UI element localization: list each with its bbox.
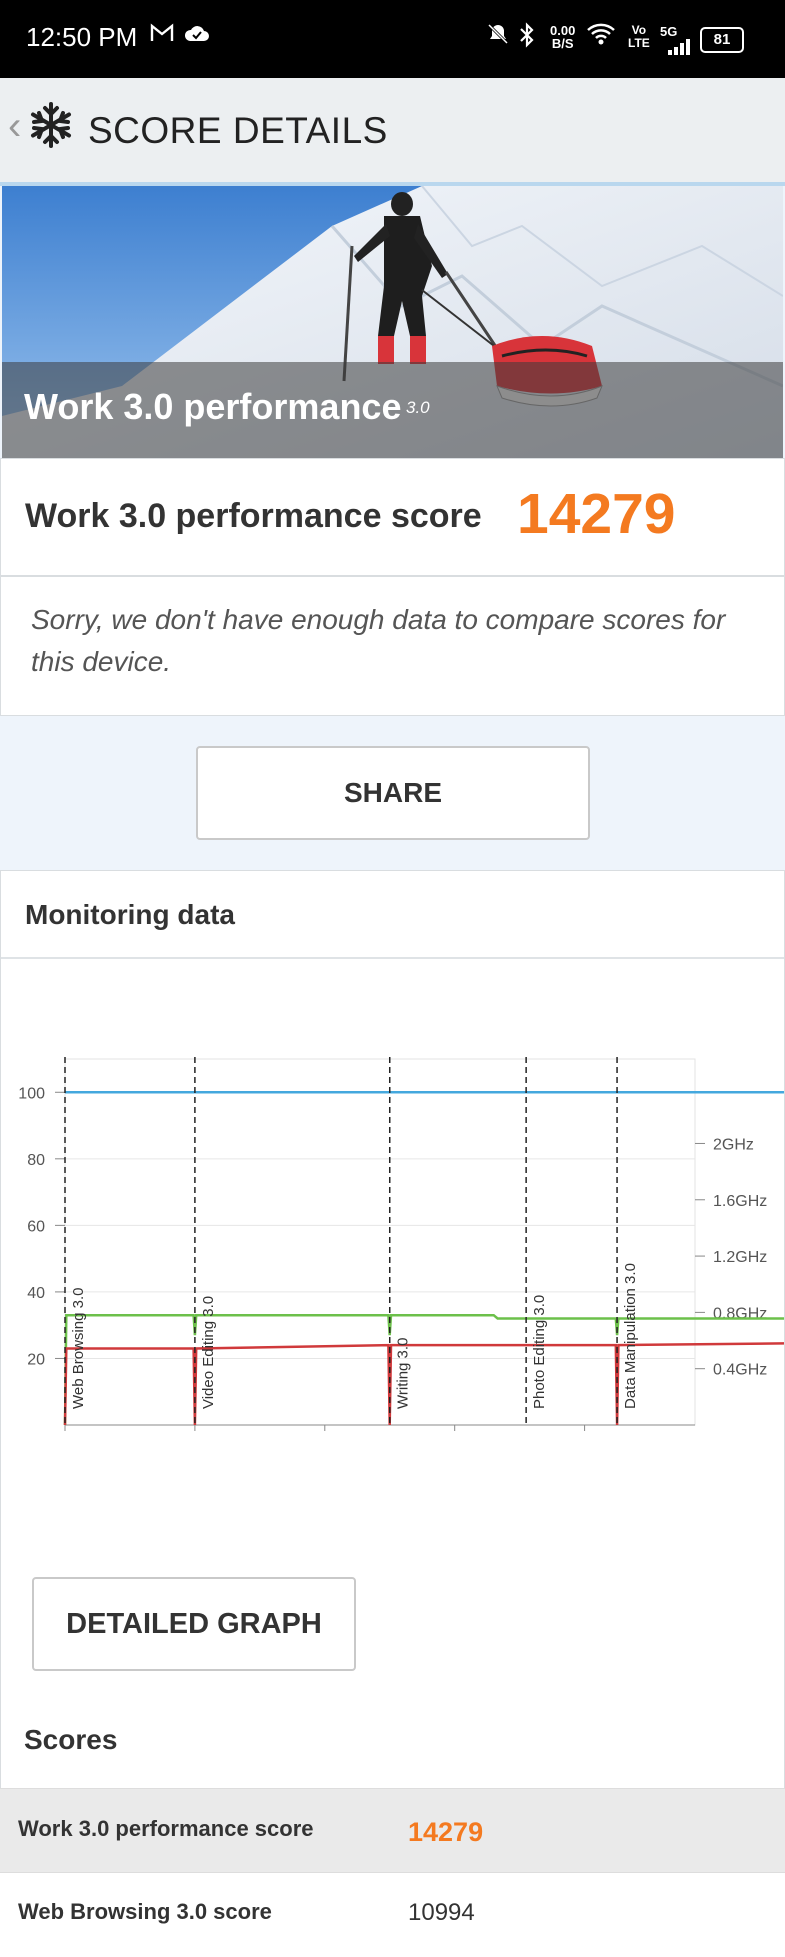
detailed-graph-button[interactable]: DETAILED GRAPH: [32, 1577, 356, 1671]
y2-tick-label: 0.4GHz: [713, 1362, 767, 1379]
score-panel: Work 3.0 performance score 14279: [0, 458, 785, 576]
plot-area: [64, 1058, 696, 1426]
test-marker-label: Web Browsing 3.0: [70, 1288, 87, 1409]
monitoring-panel: Monitoring data 20 40 60 80 100 0.4GHz 0.8GHz 1…: [0, 870, 785, 1922]
snowflake-logo-icon[interactable]: [26, 100, 76, 150]
signal-icon: [668, 34, 694, 62]
status-time: 12:50 PM: [26, 22, 138, 52]
hero-overlay: [2, 362, 783, 458]
volte-label: Vo: [631, 23, 647, 37]
test-marker-label: Photo Editing 3.0: [531, 1295, 548, 1409]
lte-label: LTE: [628, 36, 650, 50]
y-tick-label: 40: [27, 1285, 45, 1302]
hero-banner: Work 3.0 performance 3.0: [2, 186, 783, 458]
score-row[interactable]: Work 3.0 performance score 14279: [0, 1788, 785, 1873]
y2-tick-label: 0.8GHz: [713, 1305, 767, 1322]
net-speed: 0.00: [550, 23, 576, 38]
network-type: 5G: [660, 24, 678, 39]
test-marker-label: Data Manipulation 3.0: [622, 1263, 639, 1409]
share-button[interactable]: SHARE: [196, 746, 590, 840]
comparison-message: Sorry, we don't have enough data to comp…: [31, 604, 726, 677]
y-tick-label: 100: [18, 1085, 45, 1102]
gmail-icon: [150, 22, 174, 50]
y2-tick-label: 1.2GHz: [713, 1249, 767, 1266]
score-value: 14279: [517, 482, 676, 546]
score-row-value: 10994: [408, 1899, 475, 1926]
mute-icon: [486, 22, 510, 53]
page-title: SCORE DETAILS: [88, 110, 388, 151]
comparison-message-panel: Sorry, we don't have enough data to comp…: [0, 576, 785, 716]
back-chevron-icon[interactable]: ‹: [8, 104, 22, 148]
hero-version: 3.0: [406, 398, 430, 417]
y2-tick-label: 2GHz: [713, 1136, 754, 1153]
divider: [1, 957, 784, 959]
score-label: Work 3.0 performance score: [25, 497, 482, 535]
test-marker-label: Video Editing 3.0: [200, 1296, 217, 1409]
battery-icon: 81: [700, 27, 744, 53]
score-row-name: Work 3.0 performance score: [18, 1816, 314, 1841]
y-tick-label: 80: [27, 1152, 45, 1169]
y-tick-label: 60: [27, 1218, 45, 1235]
scores-title: Scores: [24, 1724, 118, 1755]
monitoring-title: Monitoring data: [25, 899, 235, 930]
monitoring-chart[interactable]: 204060801000.4GHz0.8GHz1.2GHz1.6GHz2GHz0…: [1, 971, 784, 1431]
cloud-icon: [184, 22, 210, 50]
hero-title: Work 3.0 performance: [24, 386, 402, 427]
y-tick-label: 20: [27, 1351, 45, 1368]
score-row[interactable]: Web Browsing 3.0 score 10994: [0, 1872, 785, 1957]
test-marker-label: Writing 3.0: [395, 1338, 412, 1409]
net-unit: B/S: [551, 36, 574, 51]
score-row-name: Web Browsing 3.0 score: [18, 1899, 272, 1924]
score-row-value: 14279: [408, 1817, 484, 1847]
app-header: ‹ SCORE DETAILS: [0, 78, 785, 186]
wifi-icon: [586, 22, 616, 53]
status-bar: 12:50 PM 0.00 B/S Vo LTE 5G 81: [0, 0, 785, 78]
y2-tick-label: 1.6GHz: [713, 1193, 767, 1210]
bluetooth-icon: [518, 22, 536, 55]
